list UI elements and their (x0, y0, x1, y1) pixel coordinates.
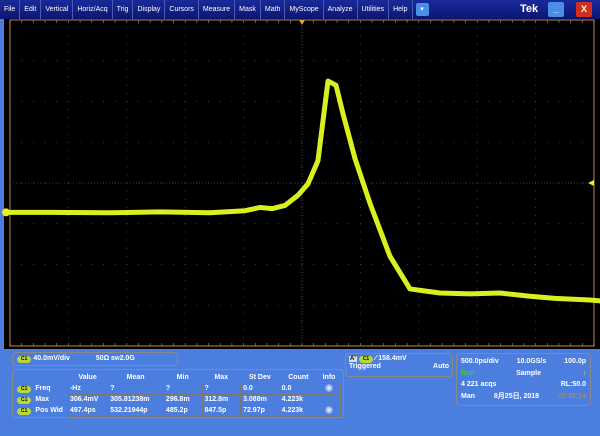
measurement-panel: Value Mean Min Max St Dev Count Info C1 Freq -Hz?… (12, 369, 344, 418)
run-state: Run (461, 369, 475, 377)
source-badge: C1 (17, 385, 32, 393)
info-icon[interactable] (325, 405, 334, 414)
menu-vertical[interactable]: Vertical (41, 0, 74, 19)
resolution: 100.0p (564, 358, 586, 365)
measurement-cell: 485.2p (162, 404, 203, 417)
menu-analyze[interactable]: Analyze (324, 0, 358, 19)
header-spacer (15, 372, 67, 383)
measurement-cell: ? (107, 382, 164, 395)
measurement-cell: 312.8m (201, 393, 242, 406)
acq-mode: Sample (516, 369, 541, 377)
trigger-mode: Auto (433, 363, 449, 370)
measurement-name: Max (35, 396, 50, 403)
measurement-cell: 4.223k (278, 393, 319, 406)
trigger-level: 158.4mV (378, 355, 407, 362)
menu-help[interactable]: Help (389, 0, 413, 19)
measurement-row[interactable]: C1 Pos Wid 497.4ps 532.21944p 485.2p 847.5p 72… (15, 404, 341, 417)
menu-myscope[interactable]: MyScope (285, 0, 324, 19)
rising-edge-icon: ∕ (375, 355, 377, 362)
source-badge: C1 (17, 396, 32, 404)
info-cell[interactable] (317, 404, 341, 417)
column-header: Mean (126, 373, 145, 381)
close-button[interactable]: X (576, 2, 592, 17)
measurement-cell: 847.5p (201, 404, 242, 417)
info-cell[interactable] (317, 382, 341, 395)
measurement-cell: 72.97p (240, 404, 280, 417)
measurement-cell: 296.8m (162, 393, 203, 406)
measurement-cell: -Hz (66, 382, 109, 395)
measurement-cell: 0.0 (278, 382, 319, 395)
info-cell (317, 393, 341, 406)
acquisition-readout[interactable]: 500.0ps/div 10.0GS/s 100.0p Run Sample ↓ 4 2… (456, 353, 591, 406)
graticule (2, 19, 600, 349)
menu-edit[interactable]: Edit (20, 0, 42, 19)
source-badge: C1 (17, 407, 32, 415)
measurement-name: Freq (35, 385, 51, 392)
measurement-table: Value Mean Min Max St Dev Count Info C1 Freq -Hz?… (15, 372, 341, 417)
column-header: Min (176, 373, 189, 381)
menu-bar: File Edit Vertical Horiz/Acq Trig Display Curs… (0, 0, 600, 19)
vertical-scale: 40.0mV/div (33, 355, 70, 362)
manual: Man (461, 392, 475, 400)
measurement-cell: 4.223k (278, 404, 319, 417)
trigger-level-marker[interactable] (588, 180, 594, 186)
timebase: 500.0ps/div (461, 358, 499, 365)
impedance: 50Ω (95, 355, 110, 362)
minimize-button[interactable]: _ (548, 2, 564, 17)
bandwidth-label: BW (111, 356, 120, 362)
menu-cursors[interactable]: Cursors (165, 0, 199, 19)
measurement-cell: ? (162, 382, 203, 395)
measurement-cell: 0.0 (240, 382, 280, 395)
trigger-source: C1 (358, 356, 374, 363)
measurement-cell: 532.21944p (107, 404, 164, 417)
measurement-cell: 3.088m (240, 393, 280, 406)
time: 23:31:14 (557, 392, 586, 400)
column-header: Max (214, 373, 229, 381)
menu-horizacq[interactable]: Horiz/Acq (73, 0, 113, 19)
menu-trig[interactable]: Trig (113, 0, 134, 19)
record-length: RL:50.0 (560, 381, 586, 388)
bandwidth: 2.0G (119, 355, 135, 362)
measurement-row[interactable]: C1 Freq -Hz??? 0.0 0.0 (15, 382, 341, 395)
info-icon[interactable] (325, 383, 334, 392)
trigger-position-marker[interactable] (299, 20, 305, 25)
date: 8月25日, 2018 (493, 392, 540, 400)
trigger-label: A' (349, 356, 357, 362)
column-header: Count (288, 373, 309, 381)
trigger-readout[interactable]: A' C1 ∕ 158.4mV Triggered Auto (345, 353, 453, 377)
menu-display[interactable]: Display (133, 0, 166, 19)
menu-file[interactable]: File (0, 0, 21, 19)
sample-rate: 10.0GS/s (516, 358, 547, 365)
brand-logo: Tek (520, 3, 539, 15)
menu-measure[interactable]: Measure (199, 0, 236, 19)
waveform-trace (7, 78, 600, 304)
channel-badge: C1 (17, 356, 32, 363)
acq-count: 4 221 acqs (461, 381, 497, 388)
measurement-cell: ? (201, 382, 242, 395)
menu-mask[interactable]: Mask (235, 0, 261, 19)
measurement-cell: 306.4mV (66, 393, 109, 406)
dropdown-arrow-icon[interactable]: ▾ (415, 3, 429, 16)
column-header: Value (78, 373, 97, 381)
measurement-cell: 497.4ps (66, 404, 109, 417)
channel-1-ground-marker[interactable] (2, 208, 10, 217)
menu-math[interactable]: Math (261, 0, 286, 19)
column-header: Info (322, 373, 336, 381)
measurement-cell: 305.81238m (107, 393, 164, 406)
measurement-row[interactable]: C1 Max 306.4mV 305.81238m 296.8m 312.8m 3.088m… (15, 393, 341, 406)
trigger-position-icon: ↓ (582, 369, 586, 377)
menu-utilities[interactable]: Utilities (358, 0, 390, 19)
trigger-state: Triggered (349, 363, 381, 370)
channel-readout[interactable]: C1 40.0mV/div 50Ω BW2.0G (12, 352, 178, 366)
column-header: St Dev (248, 373, 271, 381)
measurement-name: Pos Wid (35, 407, 63, 414)
